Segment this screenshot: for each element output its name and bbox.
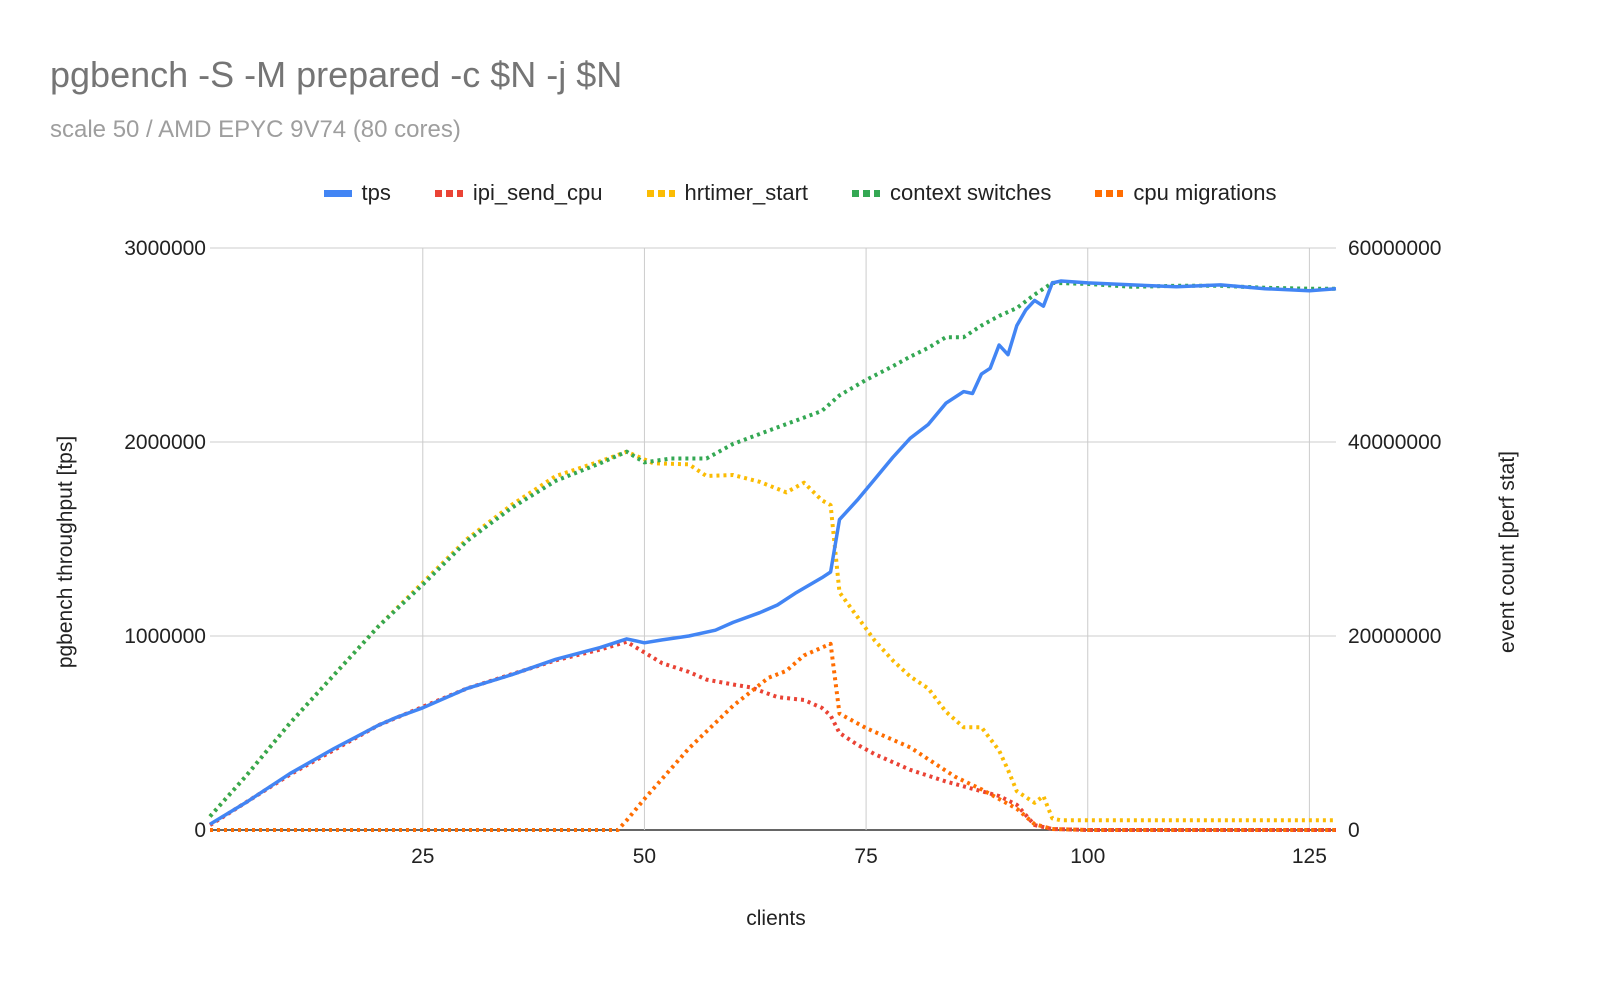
tick-labels: 0 1000000 2000000 3000000 0 20000000 40000000 6… bbox=[124, 237, 1441, 868]
series-line-context-switches bbox=[208, 280, 1336, 818]
legend-label: hrtimer_start bbox=[684, 180, 809, 205]
legend-label: ipi_send_cpu bbox=[472, 180, 603, 205]
legend-label: tps bbox=[361, 180, 391, 205]
legend-item: tps bbox=[323, 180, 391, 206]
x-tick-label: 25 bbox=[411, 845, 434, 868]
y-tick-label: 3000000 bbox=[124, 237, 206, 260]
x-tick-label: 50 bbox=[633, 845, 656, 868]
chart-title: pgbench -S -M prepared -c $N -j $N bbox=[50, 54, 623, 95]
series-line-cpu-migrations bbox=[210, 641, 1336, 832]
y2-axis-label: event count [perf stat] bbox=[1496, 451, 1519, 653]
legend-item: ipi_send_cpu bbox=[434, 180, 603, 206]
legend: tps ipi_send_cpu hrtimer_start context swit… bbox=[0, 180, 1600, 206]
legend-swatch bbox=[646, 189, 675, 197]
x-tick-label: 125 bbox=[1292, 845, 1327, 868]
y2-tick-label: 20000000 bbox=[1348, 625, 1441, 648]
chart-subtitle: scale 50 / AMD EPYC 9V74 (80 cores) bbox=[50, 116, 461, 143]
series-line-ipi-send-cpu bbox=[208, 639, 1336, 832]
legend-label: context switches bbox=[890, 180, 1052, 205]
legend-item: hrtimer_start bbox=[646, 180, 809, 206]
y2-tick-label: 40000000 bbox=[1348, 431, 1441, 454]
legend-label: cpu migrations bbox=[1133, 180, 1277, 205]
y-axis-label: pgbench throughput [tps] bbox=[54, 436, 77, 668]
legend-swatch bbox=[323, 189, 352, 197]
legend-swatch bbox=[852, 189, 881, 197]
x-axis-label: clients bbox=[746, 907, 806, 930]
gridlines bbox=[210, 247, 1336, 831]
series-line-tps bbox=[209, 279, 1337, 826]
x-tick-label: 75 bbox=[854, 845, 877, 868]
x-tick-label: 100 bbox=[1070, 845, 1105, 868]
series-layer bbox=[208, 279, 1337, 832]
y-tick-label: 0 bbox=[194, 819, 206, 842]
legend-item: context switches bbox=[852, 180, 1051, 206]
legend-swatch bbox=[434, 189, 463, 197]
legend-swatch bbox=[1095, 189, 1124, 197]
y2-tick-label: 0 bbox=[1348, 819, 1360, 842]
y-tick-label: 2000000 bbox=[124, 431, 206, 454]
y2-tick-label: 60000000 bbox=[1348, 237, 1441, 260]
legend-item: cpu migrations bbox=[1095, 180, 1277, 206]
y-tick-label: 1000000 bbox=[124, 625, 206, 648]
